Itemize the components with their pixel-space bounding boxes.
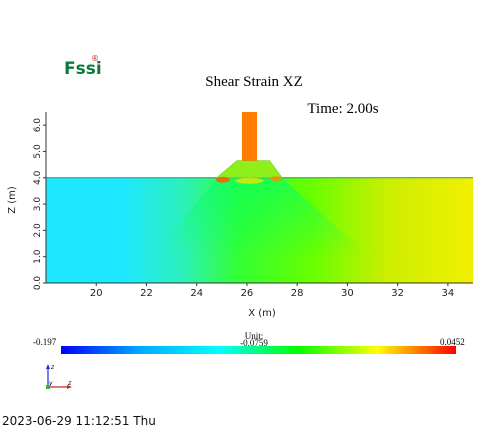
x-tick-label: 26: [241, 288, 254, 299]
triad-x-arrow: [67, 385, 72, 389]
time-label: Time: 2.00s: [307, 101, 378, 117]
y-tick-label: 4.0: [33, 170, 43, 185]
y-tick-label: 1.0: [33, 249, 43, 264]
chart-title: Shear Strain XZ: [205, 74, 302, 90]
domain-layer: [46, 112, 473, 283]
x-axis-label: X (m): [248, 308, 276, 319]
colorbar: -0.197 Unit: -0.0759 0.0452: [33, 331, 465, 354]
structure-column: [241, 112, 257, 161]
colorbar-max-label: 0.0452: [440, 337, 465, 347]
y-tick-label: 3.0: [33, 197, 43, 212]
axes-triad: z z y: [46, 364, 72, 389]
colorbar-mid-label: -0.0759: [240, 338, 268, 348]
triad-y-label: y: [48, 380, 53, 387]
triad-y-axis: [46, 385, 50, 389]
strain-band: [235, 177, 264, 184]
colorbar-unit-label: Unit:: [245, 331, 264, 341]
logo-registered-mark: ®: [91, 54, 99, 63]
y-axis-label: Z (m): [7, 186, 18, 214]
timestamp: 2023-06-29 11:12:51 Thu: [2, 414, 156, 428]
x-tick-label: 22: [140, 288, 153, 299]
logo-text: Fssi: [64, 59, 102, 79]
colorbar-rect: [61, 346, 456, 354]
plot-area: 20 22 24 26 28 30 32 34 0.0 1.0 2.0 3.0 4.0 5.0 6.0: [33, 112, 473, 299]
triad-x-label: z: [67, 380, 72, 387]
x-tick-label: 32: [391, 288, 404, 299]
strain-hotspot-left: [215, 176, 230, 183]
x-tick-label: 20: [90, 288, 103, 299]
x-tick-label: 34: [442, 288, 455, 299]
embankment: [215, 160, 283, 179]
y-tick-label: 6.0: [33, 118, 43, 133]
y-tick-label: 5.0: [33, 144, 43, 159]
strain-fan: [133, 177, 398, 283]
triad-z-arrow: [46, 364, 50, 369]
axes-layer: [45, 112, 473, 284]
y-tick-label: 2.0: [33, 223, 43, 238]
x-tick-label: 30: [341, 288, 354, 299]
x-tick-label: 24: [190, 288, 203, 299]
strain-hotspot-right: [270, 176, 283, 182]
fssi-logo: Fssi ®: [64, 54, 102, 79]
colorbar-min-label: -0.197: [33, 337, 57, 347]
tick-labels: 20 22 24 26 28 30 32 34 0.0 1.0 2.0 3.0 4.0 5.0 6.0: [33, 118, 454, 299]
triad-z-label: z: [50, 364, 55, 371]
y-tick-label: 0.0: [33, 276, 43, 291]
x-tick-label: 28: [291, 288, 304, 299]
